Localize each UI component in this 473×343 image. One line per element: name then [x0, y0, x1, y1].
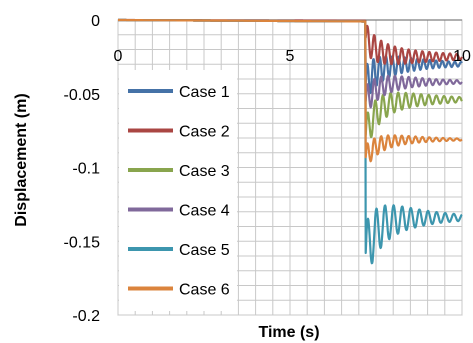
- legend-label: Case 6: [179, 282, 230, 299]
- series-line-case-6: [117, 18, 463, 163]
- legend-label: Case 4: [179, 203, 230, 220]
- y-axis-title: Displacement (m): [13, 93, 30, 226]
- y-tick-label: -0.05: [64, 87, 101, 104]
- y-tick-label: -0.15: [64, 234, 101, 251]
- y-tick-label: 0: [91, 13, 100, 30]
- legend-label: Case 2: [179, 124, 230, 141]
- legend-label: Case 3: [179, 163, 230, 180]
- series-layer: [117, 18, 464, 265]
- y-tick-label: -0.2: [72, 308, 100, 325]
- y-tick-label: -0.1: [72, 161, 100, 178]
- x-axis-title: Time (s): [258, 324, 319, 341]
- legend-label: Case 5: [179, 242, 230, 259]
- x-tick-labels: 0 5 10: [114, 48, 471, 65]
- x-tick-label: 0: [114, 48, 123, 65]
- x-tick-label: 5: [286, 48, 295, 65]
- legend-label: Case 1: [179, 84, 230, 101]
- legend: Case 1 Case 2 Case 3 Case 4 Case 5 Case 6: [119, 70, 237, 311]
- x-tick-label: 10: [453, 48, 471, 65]
- legend-box: [119, 70, 237, 311]
- y-tick-labels: 0 -0.05 -0.1 -0.15 -0.2: [64, 13, 101, 325]
